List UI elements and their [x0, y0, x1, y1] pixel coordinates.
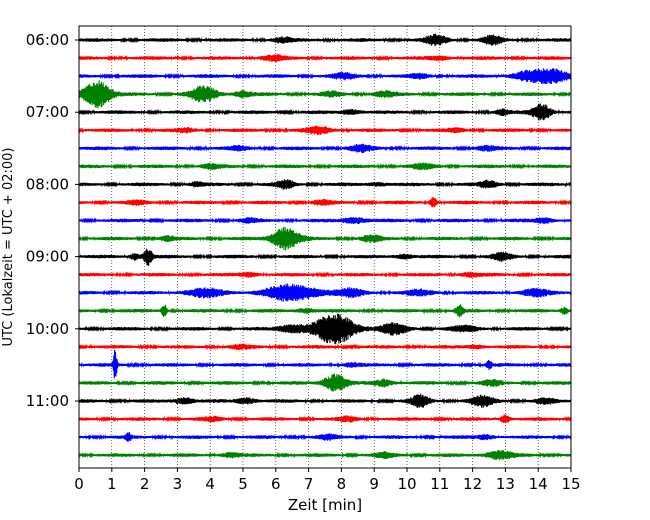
- trace-0715: [78, 125, 572, 136]
- trace-1030: [78, 349, 572, 379]
- y-axis-ticks: 06:00 07:00 08:00 09:00 10:00 11:00: [26, 31, 79, 410]
- x-tick-label: 0: [74, 475, 84, 493]
- x-tick-label: 6: [271, 475, 281, 493]
- y-tick-label: 09:00: [26, 248, 69, 266]
- plot-frame: [78, 25, 572, 469]
- y-tick-label: 07:00: [26, 103, 69, 121]
- x-axis-ticks: 0 1 2 3 4 5 6 7 8 9 10 11 12 13 14 15: [74, 468, 581, 493]
- x-tick-label: 5: [238, 475, 248, 493]
- trace-0900: [78, 248, 572, 266]
- trace-1115: [78, 414, 572, 424]
- trace-0700: [78, 103, 572, 121]
- seismic-traces: [78, 33, 572, 460]
- trace-0945: [78, 304, 572, 318]
- x-tick-label: 15: [561, 475, 580, 493]
- trace-0830: [78, 217, 572, 225]
- x-tick-label: 4: [205, 475, 215, 493]
- plot-area: [79, 26, 571, 468]
- x-tick-label: 11: [430, 475, 449, 493]
- trace-0730: [78, 143, 572, 154]
- x-tick-label: 14: [529, 475, 548, 493]
- x-tick-label: 2: [140, 475, 150, 493]
- x-tick-label: 8: [337, 475, 347, 493]
- trace-0630: [78, 68, 572, 85]
- trace-1015: [78, 343, 572, 351]
- trace-1145: [78, 450, 572, 460]
- x-tick-label: 12: [463, 475, 482, 493]
- y-axis-label: UTC (Lokalzeit = UTC + 02:00): [1, 148, 16, 347]
- x-tick-label: 9: [369, 475, 379, 493]
- x-tick-label: 13: [496, 475, 515, 493]
- x-tick-label: 3: [173, 475, 183, 493]
- x-tick-label: 10: [397, 475, 416, 493]
- y-tick-label: 10:00: [26, 320, 69, 338]
- trace-0645: [78, 80, 572, 109]
- trace-0915: [78, 271, 572, 278]
- trace-1130: [78, 432, 572, 442]
- trace-1045: [78, 373, 572, 392]
- trace-0615: [78, 54, 572, 63]
- y-tick-label: 11:00: [26, 392, 69, 410]
- trace-1100: [78, 393, 572, 408]
- trace-0800: [78, 179, 572, 190]
- trace-0845: [78, 226, 572, 251]
- y-tick-label: 08:00: [26, 175, 69, 193]
- x-tick-label: 1: [107, 475, 117, 493]
- trace-0930: [78, 283, 572, 302]
- x-axis-label: Zeit [min]: [288, 496, 362, 514]
- trace-0815: [78, 197, 572, 208]
- trace-0600: [78, 33, 572, 46]
- trace-0745: [78, 162, 572, 171]
- y-tick-label: 06:00: [26, 31, 69, 49]
- x-tick-label: 7: [304, 475, 314, 493]
- trace-1000: [78, 313, 572, 344]
